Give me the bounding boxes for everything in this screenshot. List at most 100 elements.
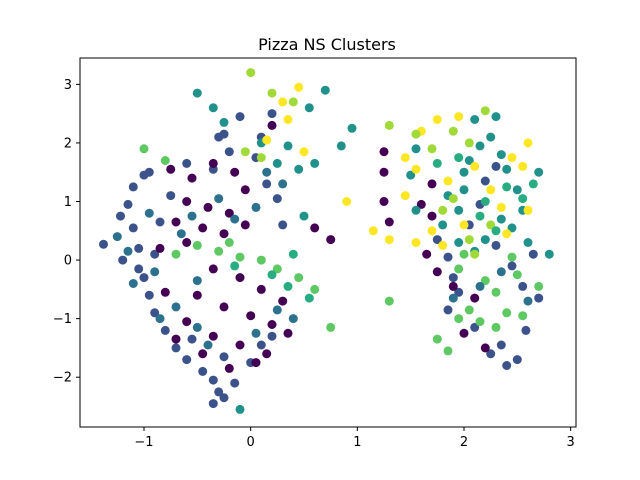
scatter-point <box>438 205 448 215</box>
scatter-point <box>454 287 464 297</box>
scatter-point <box>182 317 192 327</box>
scatter-point <box>230 261 240 271</box>
scatter-point <box>224 147 234 157</box>
scatter-point <box>507 261 517 271</box>
scatter-point <box>534 293 544 303</box>
scatter-point <box>208 264 218 274</box>
scatter-point <box>272 264 282 274</box>
scatter-point <box>272 194 282 204</box>
scatter-point <box>278 179 288 189</box>
scatter-point <box>534 281 544 291</box>
scatter-point <box>480 197 490 206</box>
scatter-point <box>171 249 181 259</box>
scatter-point <box>459 167 469 177</box>
scatter-point <box>411 205 421 215</box>
scatter-point <box>224 238 234 247</box>
scatter-point <box>288 97 298 107</box>
y-tick-label: −1 <box>53 312 72 327</box>
scatter-point <box>171 334 181 344</box>
scatter-point <box>230 214 240 224</box>
scatter-point <box>155 314 165 324</box>
scatter-point <box>230 167 240 177</box>
scatter-point <box>496 202 506 212</box>
scatter-point <box>502 164 512 174</box>
scatter-point <box>480 176 490 186</box>
scatter-point <box>400 153 410 163</box>
scatter-point <box>214 387 224 397</box>
scatter-point <box>278 97 288 107</box>
scatter-point <box>470 115 480 124</box>
scatter-point <box>486 349 496 359</box>
scatter-point <box>272 158 282 168</box>
scatter-point <box>448 126 458 136</box>
scatter-point <box>187 211 197 221</box>
scatter-point <box>278 296 288 306</box>
scatter-point <box>150 249 160 259</box>
scatter-point <box>187 334 197 344</box>
scatter-point <box>240 147 250 157</box>
scatter-point <box>528 179 538 189</box>
scatter-point <box>134 264 144 274</box>
scatter-point <box>523 138 533 148</box>
scatter-point <box>507 252 517 262</box>
scatter-point <box>224 208 234 218</box>
scatter-point <box>448 194 458 204</box>
scatter-point <box>411 144 421 154</box>
scatter-point <box>518 311 528 321</box>
scatter-point <box>491 112 501 122</box>
scatter-point <box>384 217 394 227</box>
scatter-point <box>336 141 346 151</box>
scatter-point <box>411 129 421 139</box>
scatter-point <box>150 267 160 277</box>
scatter-point <box>470 161 480 171</box>
scatter-point <box>267 270 277 280</box>
scatter-point <box>160 156 170 165</box>
scatter-point <box>480 235 490 245</box>
scatter-point <box>235 340 245 350</box>
scatter-point <box>448 293 458 303</box>
scatter-point <box>384 120 394 130</box>
x-tick-label: −1 <box>134 435 153 450</box>
scatter-point <box>310 158 320 168</box>
scatter-point <box>464 305 474 315</box>
scatter-point <box>379 197 389 206</box>
scatter-point <box>288 249 298 259</box>
scatter-point <box>208 375 218 385</box>
scatter-point <box>459 328 469 338</box>
scatter-point <box>251 328 261 338</box>
scatter-point <box>521 325 531 335</box>
scatter-point <box>235 404 245 414</box>
scatter-point <box>406 170 416 180</box>
scatter-point <box>160 287 170 297</box>
scatter-point <box>427 211 437 221</box>
scatter-point <box>523 205 533 215</box>
scatter-point <box>491 161 501 171</box>
scatter-point <box>491 287 501 297</box>
scatter-point <box>518 281 528 291</box>
scatter-point <box>299 147 309 157</box>
x-tick-label: 0 <box>247 435 255 450</box>
y-tick-label: 2 <box>64 136 72 151</box>
scatter-point <box>267 109 277 119</box>
scatter-point <box>310 223 320 233</box>
scatter-point <box>326 235 336 245</box>
scatter-point <box>502 182 512 192</box>
scatter-point <box>166 191 176 201</box>
scatter-point <box>198 223 208 233</box>
scatter-point <box>235 112 245 122</box>
scatter-point <box>235 273 245 283</box>
scatter-point <box>182 355 192 365</box>
scatter-point <box>534 167 544 177</box>
scatter-point <box>480 106 490 116</box>
scatter-point <box>192 240 202 250</box>
scatter-point <box>443 176 453 186</box>
scatter-point <box>480 276 490 286</box>
scatter-point <box>123 246 133 256</box>
scatter-point <box>448 273 458 283</box>
scatter-point <box>155 243 165 253</box>
scatter-point <box>182 238 192 247</box>
scatter-point <box>208 399 218 409</box>
scatter-point <box>235 252 245 262</box>
scatter-point <box>502 229 512 239</box>
